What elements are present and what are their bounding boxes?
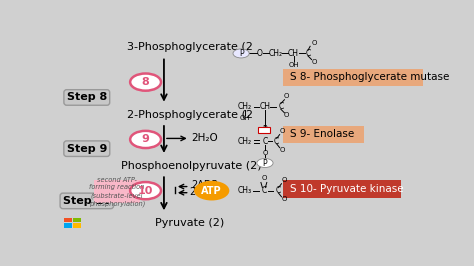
FancyBboxPatch shape (258, 127, 271, 133)
Text: O: O (261, 175, 266, 181)
Text: O: O (311, 40, 317, 46)
Text: OH: OH (239, 115, 250, 121)
Text: CH₂: CH₂ (237, 102, 252, 111)
FancyBboxPatch shape (283, 126, 364, 143)
Text: C: C (274, 137, 279, 146)
Text: 2: 2 (190, 187, 196, 197)
FancyBboxPatch shape (64, 218, 72, 222)
Circle shape (130, 182, 161, 199)
Text: CH: CH (288, 49, 299, 58)
FancyBboxPatch shape (73, 223, 82, 227)
Text: Step 10: Step 10 (63, 196, 111, 206)
Text: C: C (276, 186, 281, 195)
Text: P: P (239, 49, 244, 58)
Text: 10: 10 (138, 186, 153, 196)
Text: 2H₂O: 2H₂O (191, 133, 218, 143)
Text: O: O (282, 196, 287, 202)
Text: 8: 8 (142, 77, 149, 87)
Text: O: O (257, 49, 263, 58)
Text: O: O (311, 59, 317, 65)
Text: second ATP-
forming reaction
(substrate-level
phosphorylation): second ATP- forming reaction (substrate-… (89, 177, 146, 207)
Text: O: O (280, 128, 285, 134)
Text: S 8- Phosphoglycerate mutase: S 8- Phosphoglycerate mutase (290, 73, 449, 82)
Text: 2ADP: 2ADP (191, 180, 218, 190)
Text: O: O (282, 177, 287, 184)
Circle shape (233, 49, 249, 58)
FancyBboxPatch shape (283, 69, 423, 86)
Text: O: O (280, 147, 285, 153)
Text: CH₃: CH₃ (237, 186, 252, 195)
Text: P: P (262, 125, 266, 134)
Text: S 9- Enolase: S 9- Enolase (290, 129, 354, 139)
FancyBboxPatch shape (73, 218, 82, 222)
Text: Pyruvate (2): Pyruvate (2) (155, 218, 224, 228)
Text: ATP: ATP (201, 186, 222, 196)
Text: 2-Phosphoglycerate (2: 2-Phosphoglycerate (2 (127, 110, 253, 120)
FancyBboxPatch shape (64, 223, 72, 227)
Circle shape (130, 131, 161, 148)
Text: CH₂: CH₂ (268, 49, 283, 58)
Text: C: C (305, 49, 310, 58)
Text: Step 9: Step 9 (67, 144, 107, 154)
FancyBboxPatch shape (94, 180, 140, 203)
Circle shape (257, 159, 273, 168)
Text: 3-Phosphoglycerate (2: 3-Phosphoglycerate (2 (127, 42, 253, 52)
Text: CH: CH (259, 102, 271, 111)
Text: C: C (262, 137, 268, 146)
Text: CH₂: CH₂ (237, 137, 252, 146)
FancyBboxPatch shape (283, 180, 401, 198)
Text: O: O (283, 93, 289, 99)
Text: OH: OH (288, 62, 299, 68)
Text: P: P (263, 159, 267, 168)
Text: C: C (278, 102, 283, 111)
Circle shape (194, 181, 229, 201)
Text: Phosphoenolpyruvate (2): Phosphoenolpyruvate (2) (121, 161, 262, 171)
Text: O: O (262, 150, 268, 156)
Text: S 10- Pyruvate kinase: S 10- Pyruvate kinase (290, 184, 403, 194)
Circle shape (130, 73, 161, 91)
Text: O: O (283, 112, 289, 118)
Text: 9: 9 (142, 134, 149, 144)
Text: Step 8: Step 8 (67, 93, 107, 102)
Text: C: C (261, 186, 266, 195)
